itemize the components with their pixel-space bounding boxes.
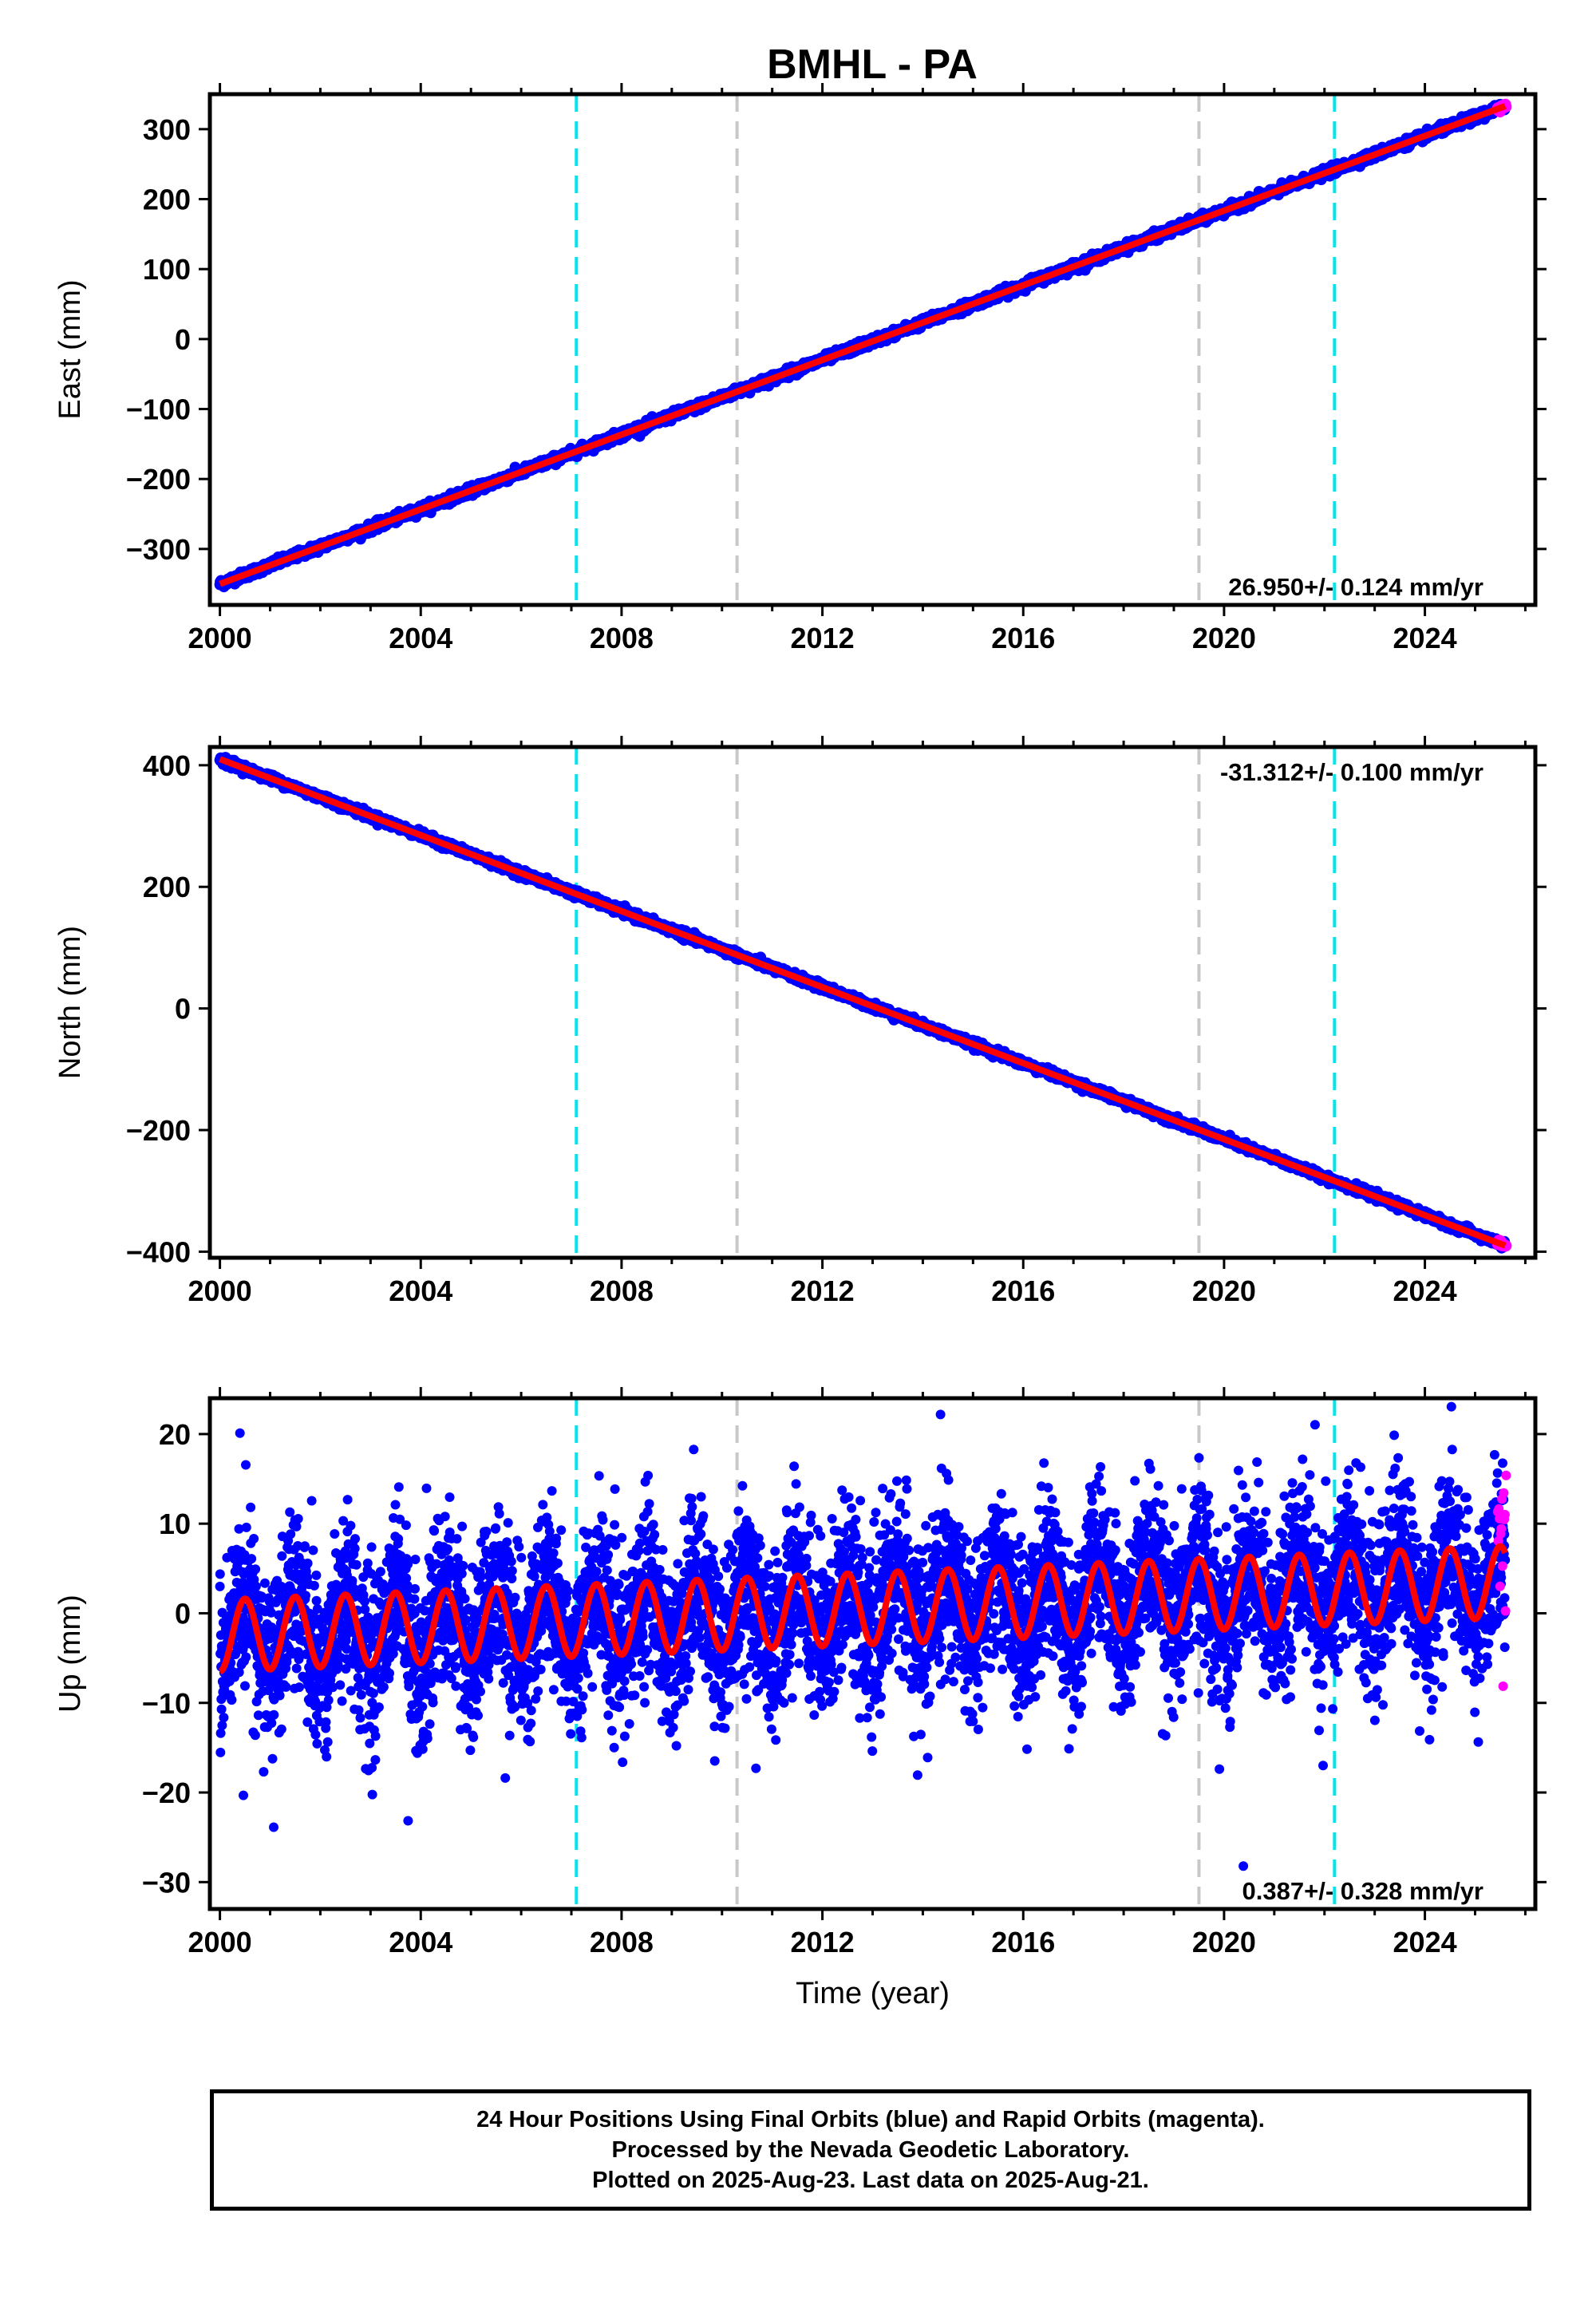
x-tick-label: 2024 [1393, 622, 1457, 654]
y-tick-label: −100 [126, 393, 191, 426]
north-panel: 2000 2004 2008 2012 2016 2020 2024−400−2000200… [53, 736, 1547, 1307]
figure-title: BMHL - PA [767, 41, 978, 88]
y-tick-label: 200 [143, 184, 191, 216]
y-axis-label: East (mm) [53, 279, 87, 419]
model-fit-line [217, 103, 1507, 587]
x-tick-label: 2000 [188, 622, 252, 654]
east-panel: 2000 2004 2008 2012 2016 2020 2024−300−200−100… [53, 83, 1547, 654]
rate-annotation: 26.950+/- 0.124 mm/yr [1228, 573, 1483, 601]
x-tick-label: 2004 [389, 622, 452, 654]
x-tick-label: 2020 [1192, 622, 1256, 654]
y-tick-label: −300 [126, 533, 191, 566]
x-tick-label: 2008 [590, 622, 654, 654]
y-tick-label: 300 [143, 113, 191, 146]
y-tick-label: −200 [126, 463, 191, 496]
y-tick-label: 100 [143, 253, 191, 286]
x-tick-label: 2016 [991, 622, 1055, 654]
y-tick-label: 0 [175, 323, 191, 356]
east-plot-area [214, 94, 1512, 605]
x-tick-label: 2012 [791, 622, 855, 654]
north-plot-area [214, 747, 1512, 1258]
